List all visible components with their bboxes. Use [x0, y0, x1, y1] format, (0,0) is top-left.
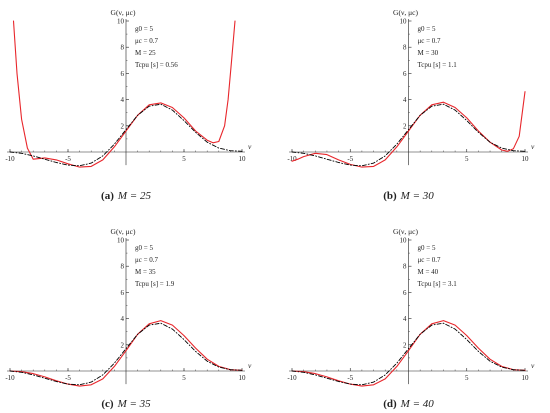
param-label: μc = 0.7 [418, 256, 442, 264]
y-axis-label: G(ν, μc) [393, 8, 418, 17]
x-tick-label: 5 [182, 374, 186, 382]
series-line-dashdot [9, 322, 243, 386]
panel-caption-letter: (a) [101, 190, 114, 202]
x-axis-label: ν [248, 142, 252, 151]
series-line-solid [12, 20, 236, 168]
y-axis-label: G(ν, μc) [393, 227, 418, 236]
x-axis-label: ν [531, 361, 535, 370]
x-axis-label: ν [248, 361, 252, 370]
panel-caption-text: M = 25 [117, 190, 152, 202]
y-tick-label: 8 [403, 44, 407, 52]
x-tick-label: -10 [5, 155, 15, 163]
param-label: μc = 0.7 [135, 37, 159, 45]
x-tick-label: -5 [65, 155, 71, 163]
param-label: Tcpu [s] = 0.56 [135, 61, 178, 69]
x-tick-label: -5 [65, 374, 71, 382]
series-line-dashdot [291, 322, 526, 386]
y-tick-label: 6 [403, 70, 407, 78]
param-label: M = 25 [135, 49, 156, 57]
x-tick-label: 5 [182, 155, 186, 163]
panel-caption: (a) M = 25 [101, 190, 151, 202]
y-tick-label: 4 [403, 96, 407, 104]
param-label: M = 30 [418, 49, 439, 57]
panel-caption-text: M = 35 [117, 398, 152, 410]
param-label: Tcpu [s] = 1.1 [418, 61, 458, 69]
y-axis-label: G(ν, μc) [111, 8, 136, 17]
panel-caption-letter: (d) [383, 398, 397, 410]
series-line-solid [291, 320, 526, 387]
x-axis-label: ν [531, 142, 535, 151]
y-tick-label: 6 [121, 70, 125, 78]
y-tick-label: 2 [121, 122, 125, 130]
x-tick-label: -10 [5, 374, 15, 382]
x-tick-label: 10 [239, 155, 247, 163]
x-tick-label: -10 [287, 155, 297, 163]
y-tick-label: 4 [121, 315, 125, 323]
series-line-dashdot [291, 103, 526, 167]
y-tick-label: 10 [117, 237, 125, 245]
y-tick-label: 6 [121, 289, 125, 297]
param-label: M = 40 [418, 268, 439, 276]
x-tick-label: -5 [347, 374, 353, 382]
param-label: Tcpu [s] = 1.9 [135, 280, 175, 288]
x-tick-label: 5 [465, 155, 469, 163]
x-tick-label: 5 [465, 374, 469, 382]
y-tick-label: 6 [403, 289, 407, 297]
y-tick-label: 2 [403, 341, 407, 349]
param-label: μc = 0.7 [418, 37, 442, 45]
panel-caption: (b) M = 30 [383, 190, 434, 202]
y-tick-label: 2 [403, 122, 407, 130]
param-label: M = 35 [135, 268, 156, 276]
y-tick-label: 4 [121, 96, 125, 104]
panel-caption-letter: (b) [383, 190, 397, 202]
panel-caption-text: M = 30 [400, 190, 435, 202]
y-tick-label: 2 [121, 341, 125, 349]
panel-caption-text: M = 40 [400, 398, 435, 410]
series-line-dashdot [9, 103, 243, 167]
y-tick-label: 8 [121, 44, 125, 52]
param-label: g0 = 5 [418, 244, 436, 252]
y-tick-label: 10 [400, 18, 408, 26]
param-label: Tcpu [s] = 3.1 [418, 280, 458, 288]
y-tick-label: 8 [121, 263, 125, 271]
y-tick-label: 4 [403, 315, 407, 323]
panel-caption: (c) M = 35 [101, 398, 151, 410]
y-tick-label: 8 [403, 263, 407, 271]
param-label: g0 = 5 [135, 25, 153, 33]
x-tick-label: 10 [522, 374, 530, 382]
param-label: g0 = 5 [135, 244, 153, 252]
x-tick-label: -10 [287, 374, 297, 382]
x-tick-label: -5 [347, 155, 353, 163]
y-axis-label: G(ν, μc) [111, 227, 136, 236]
y-tick-label: 10 [117, 18, 125, 26]
x-tick-label: 10 [239, 374, 247, 382]
x-tick-label: 10 [522, 155, 530, 163]
param-label: μc = 0.7 [135, 256, 159, 264]
param-label: g0 = 5 [418, 25, 436, 33]
y-tick-label: 10 [400, 237, 408, 245]
panel-caption-letter: (c) [101, 398, 114, 410]
panel-caption: (d) M = 40 [383, 398, 434, 410]
series-line-solid [9, 320, 243, 387]
